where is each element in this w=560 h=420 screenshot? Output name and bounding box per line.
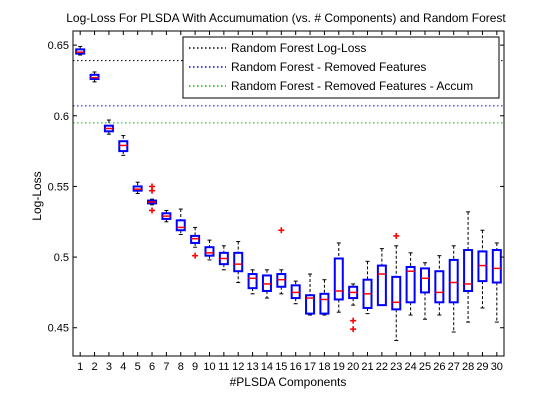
box-group [305,273,316,316]
box-group [147,183,158,214]
box-group [405,252,416,316]
x-tick-label: 15 [275,361,287,373]
iqr-box [491,249,502,284]
box-group [233,241,244,284]
box-group [161,209,172,223]
box-group [391,232,402,341]
iqr-box [448,258,459,304]
iqr-box [175,219,186,232]
axis-ticks: 1 2 3 4 5 6 7 8 9 10 11 12 13 14 15 16 17 18 19 20 21 22 23 24 2… [48,31,504,373]
x-tick-label: 24 [404,361,416,373]
x-tick-label: 12 [232,361,244,373]
box-series [75,46,502,341]
box-group [333,242,344,313]
x-axis-title: #PLSDA Components [230,375,347,389]
iqr-box [319,292,330,315]
box-group [290,280,301,305]
box-group [491,242,502,323]
x-tick-label: 17 [304,361,316,373]
iqr-box [204,246,215,257]
y-tick-label: 0.6 [54,111,69,123]
box-group [75,46,86,56]
x-tick-label: 23 [390,361,402,373]
x-tick-label: 22 [376,361,388,373]
box-group [477,229,488,309]
legend-box [182,36,500,99]
legend-entry-label: Random Forest - Removed Features [231,60,426,74]
box-group [175,208,186,235]
y-tick-label: 0.5 [54,252,69,264]
iqr-box [463,249,474,293]
x-tick-label: 29 [476,361,488,373]
y-tick-label: 0.65 [48,40,69,52]
iqr-box [233,251,244,273]
iqr-box [419,267,430,294]
legend: Random Forest Log-Loss Random Forest - Re… [182,36,500,99]
legend-entry-label: Random Forest Log-Loss [231,41,366,55]
iqr-box [376,264,387,307]
x-tick-label: 1 [77,361,83,373]
box-group [376,248,387,307]
iqr-box [434,270,445,304]
chart-title: Log-Loss For PLSDA With Accumumation (vs… [66,11,506,25]
iqr-box [391,275,402,311]
box-group [132,181,143,194]
box-group [103,119,114,135]
box-group [118,135,129,156]
box-group [247,269,258,295]
box-group [434,255,445,316]
box-group [204,239,215,261]
box-group [276,227,287,295]
box-group [448,245,459,333]
box-group [218,245,229,271]
y-tick-label: 0.45 [48,323,69,335]
x-tick-label: 16 [290,361,302,373]
x-tick-label: 30 [491,361,503,373]
legend-entry-label: Random Forest - Removed Features - Accum [231,79,473,93]
box-group [261,269,272,299]
iqr-box [305,294,316,315]
y-tick-label: 0.55 [48,181,69,193]
x-tick-label: 21 [361,361,373,373]
x-tick-label: 26 [433,361,445,373]
iqr-box [333,257,344,301]
x-tick-label: 18 [318,361,330,373]
box-group [362,260,373,315]
x-tick-label: 20 [347,361,359,373]
x-tick-label: 14 [261,361,273,373]
iqr-box [405,265,416,304]
plot-area-frame [72,30,505,357]
x-tick-label: 5 [135,361,141,373]
iqr-box [247,273,258,290]
x-tick-label: 2 [91,361,97,373]
x-tick-label: 19 [333,361,345,373]
x-tick-label: 9 [192,361,198,373]
x-tick-label: 11 [218,361,229,373]
x-tick-label: 13 [246,361,258,373]
box-group [348,283,359,333]
box-group [319,279,330,316]
x-tick-label: 27 [448,361,460,373]
box-group [419,262,430,320]
x-tick-label: 4 [120,361,126,373]
x-tick-label: 8 [178,361,184,373]
x-tick-label: 25 [419,361,431,373]
y-axis-title: Log-Loss [30,171,44,220]
x-tick-label: 6 [149,361,155,373]
box-group [463,211,474,323]
box-group [190,226,201,259]
x-tick-label: 7 [163,361,169,373]
x-tick-label: 3 [106,361,112,373]
x-tick-label: 28 [462,361,474,373]
box-group [89,71,100,83]
x-tick-label: 10 [203,361,215,373]
